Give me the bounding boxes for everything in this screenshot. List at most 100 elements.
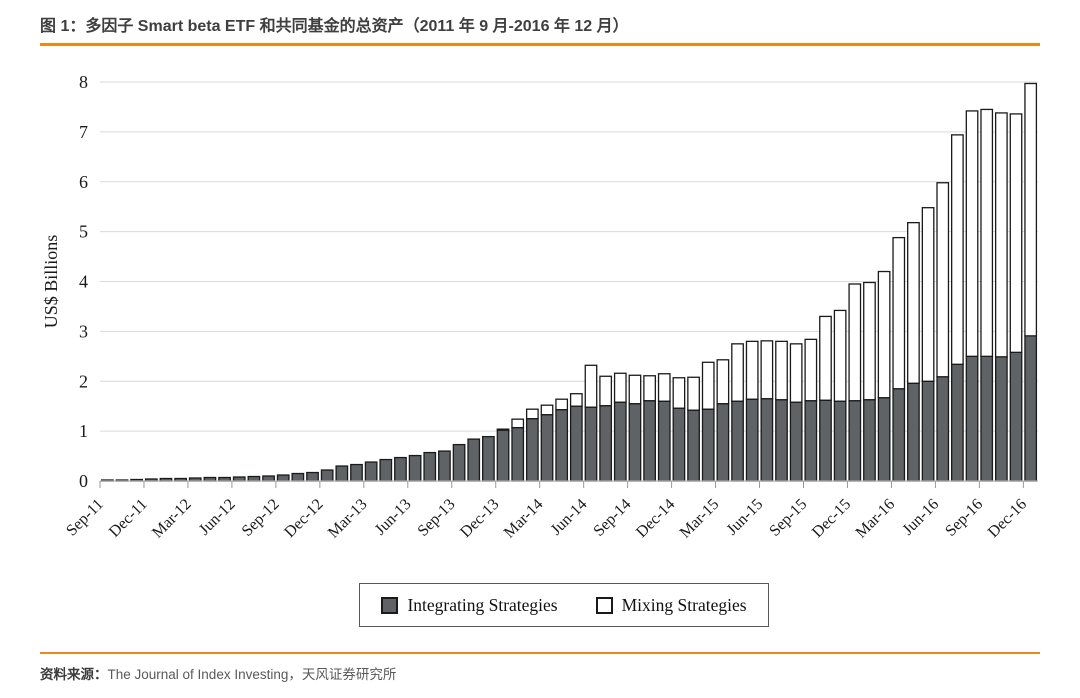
- bar-segment-integrating: [716, 403, 730, 482]
- bar-segment-integrating: [262, 475, 275, 482]
- bar-segment-integrating: [701, 408, 715, 482]
- bar-segment-integrating: [496, 429, 510, 482]
- bar-segment-integrating: [760, 398, 774, 482]
- bar-segment-mixing: [936, 182, 950, 378]
- bar-segment-mixing: [569, 393, 583, 407]
- bar-segment-mixing: [555, 398, 569, 411]
- x-tick-label: Mar-12: [149, 496, 195, 542]
- bar-segment-integrating: [863, 399, 876, 482]
- bar-segment-integrating: [525, 418, 539, 482]
- bar-segment-integrating: [306, 471, 319, 482]
- bar-segment-integrating: [452, 443, 466, 482]
- bar-segment-integrating: [408, 454, 422, 482]
- bar-segment-mixing: [701, 361, 715, 410]
- legend-swatch-integrating: [381, 596, 399, 614]
- y-tick-label: 4: [79, 272, 88, 292]
- bar-segment-integrating: [247, 475, 261, 482]
- y-tick-label: 0: [79, 471, 88, 491]
- x-tick-label: Sep-14: [590, 496, 634, 540]
- x-tick-label: Sep-16: [942, 496, 986, 540]
- bar-segment-mixing: [892, 236, 906, 390]
- bar-segment-integrating: [335, 465, 349, 482]
- bar-segment-integrating: [540, 414, 554, 482]
- bar-segment-integrating: [467, 438, 481, 482]
- bar-segment-mixing: [745, 340, 759, 400]
- y-axis-title: US$ Billions: [41, 235, 61, 329]
- bar-segment-integrating: [628, 403, 642, 482]
- x-tick-label: Dec-16: [985, 496, 1030, 541]
- bar-segment-integrating: [511, 426, 525, 482]
- bar-segment-integrating: [1009, 351, 1023, 482]
- bar-segment-integrating: [599, 405, 613, 482]
- source-text: The Journal of Index Investing，天风证券研究所: [107, 667, 397, 682]
- bar-segment-mixing: [584, 364, 598, 408]
- bar-segment-mixing: [525, 408, 539, 420]
- y-tick-label: 8: [79, 72, 88, 92]
- bar-segment-mixing: [877, 270, 891, 399]
- x-tick-label: Sep-12: [239, 496, 283, 540]
- x-tick-label: Dec-14: [633, 496, 678, 541]
- bar-segment-integrating: [394, 456, 407, 482]
- bar-segment-mixing: [687, 376, 700, 411]
- bar-segment-integrating: [320, 469, 334, 482]
- source-divider: [40, 652, 1040, 654]
- bar-segment-integrating: [657, 400, 671, 482]
- bar-segment-integrating: [907, 382, 920, 482]
- y-tick-label: 1: [79, 421, 88, 441]
- bar-segment-integrating: [379, 458, 393, 482]
- x-tick-label: Mar-15: [677, 496, 723, 542]
- bar-segment-mixing: [863, 281, 876, 401]
- bar-segment-integrating: [965, 355, 979, 482]
- figure-title: 图 1：多因子 Smart beta ETF 和共同基金的总资产（2011 年 …: [40, 18, 629, 35]
- bar-segment-mixing: [716, 359, 730, 405]
- bar-segment-mixing: [760, 340, 774, 400]
- bar-segment-integrating: [892, 388, 906, 482]
- bar-segment-integrating: [569, 405, 583, 482]
- bar-segment-integrating: [775, 399, 788, 482]
- bar-segment-integrating: [804, 400, 818, 482]
- bar-segment-integrating: [482, 435, 495, 482]
- bar-segment-integrating: [687, 409, 700, 482]
- bar-segment-mixing: [643, 375, 656, 402]
- bar-segment-mixing: [980, 108, 994, 357]
- bar-segment-mixing: [511, 418, 525, 429]
- y-tick-label: 6: [79, 172, 88, 192]
- bar-segment-mixing: [994, 112, 1008, 358]
- bar-segment-mixing: [540, 404, 554, 416]
- bar-segment-integrating: [1024, 335, 1038, 482]
- bar-segment-mixing: [848, 283, 862, 402]
- legend-item-mixing: Mixing Strategies: [595, 594, 747, 616]
- bar-segment-mixing: [672, 377, 686, 409]
- x-tick-label: Mar-13: [325, 496, 371, 542]
- x-tick-label: Dec-15: [809, 496, 854, 541]
- bar-segment-integrating: [364, 461, 378, 482]
- bar-segment-integrating: [745, 398, 759, 482]
- x-tick-label: Sep-11: [63, 496, 107, 540]
- bar-segment-integrating: [438, 450, 451, 482]
- bar-segment-mixing: [628, 374, 642, 405]
- bar-segment-mixing: [496, 428, 510, 431]
- bar-segment-integrating: [672, 407, 686, 482]
- bar-segment-integrating: [819, 399, 832, 482]
- bar-segment-integrating: [877, 397, 891, 482]
- bar-segment-mixing: [833, 309, 847, 402]
- bar-segment-integrating: [350, 463, 363, 482]
- bar-segment-mixing: [1009, 113, 1023, 353]
- bar-segment-mixing: [819, 315, 832, 401]
- x-tick-label: Jun-13: [372, 496, 415, 539]
- bar-segment-integrating: [291, 472, 305, 482]
- title-divider: [40, 43, 1040, 46]
- bar-segment-integrating: [848, 400, 862, 482]
- source-line: 资料来源：The Journal of Index Investing，天风证券…: [40, 663, 396, 683]
- bar-segment-integrating: [980, 355, 994, 482]
- bar-segment-mixing: [775, 340, 788, 401]
- bar-segment-mixing: [921, 207, 935, 382]
- bar-segment-integrating: [613, 401, 627, 482]
- legend-label-mixing: Mixing Strategies: [621, 594, 747, 615]
- bar-segment-integrating: [951, 363, 964, 482]
- x-tick-label: Mar-16: [853, 496, 899, 542]
- bar-segment-mixing: [731, 343, 744, 402]
- bar-segment-mixing: [657, 373, 671, 402]
